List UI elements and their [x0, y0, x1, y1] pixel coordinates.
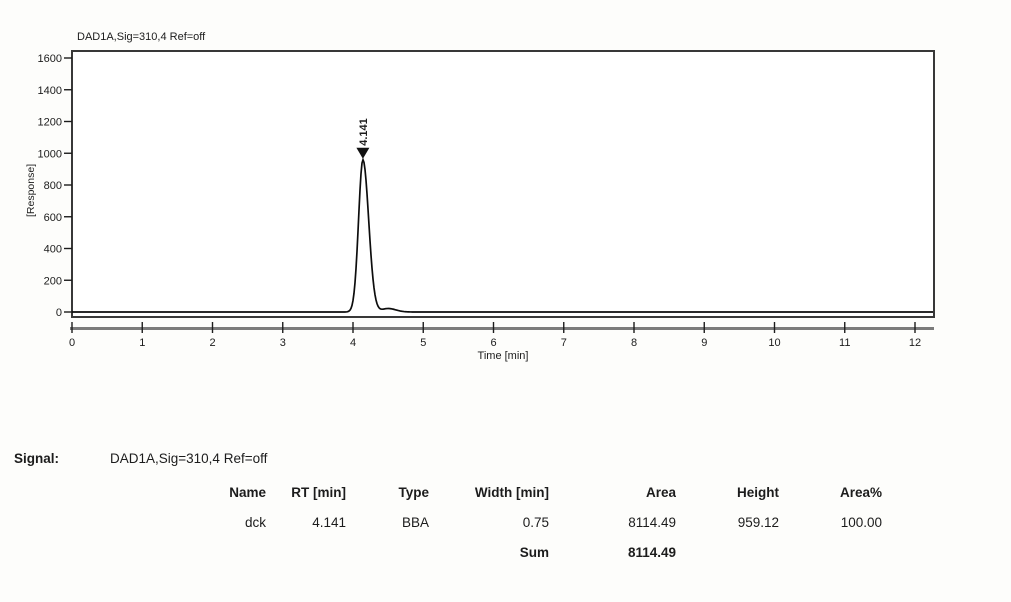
x-tick-label: 12 [909, 337, 921, 349]
cell-area: 8114.49 [628, 514, 676, 530]
signal-value: DAD1A,Sig=310,4 Ref=off [110, 451, 268, 466]
x-tick-label: 6 [490, 337, 496, 349]
col-header-type: Type [398, 484, 429, 500]
cell-rt: 4.141 [312, 514, 346, 530]
x-tick-label: 0 [69, 337, 75, 349]
y-tick-label: 200 [44, 275, 62, 287]
peak-table: Name RT [min] Type Width [min] Area Height Are… [180, 477, 882, 567]
y-tick-label: 1200 [38, 117, 62, 129]
signal-trace [72, 157, 933, 313]
peak-table-row: dck 4.141 BBA 0.75 8114.49 959.12 100.00 [180, 507, 882, 537]
sum-empty [266, 537, 346, 567]
peak-rt-label: 4.141 [358, 118, 370, 146]
y-axis-title: [Response] [25, 164, 37, 217]
sum-label: Sum [519, 544, 549, 560]
cell-type: BBA [401, 514, 429, 530]
sum-empty [180, 537, 266, 567]
y-tick-label: 400 [44, 244, 62, 256]
x-tick-label: 7 [561, 337, 567, 349]
col-header-area: Area% [839, 484, 882, 500]
peak-annotations: 4.141 [356, 118, 370, 159]
x-tick-label: 10 [768, 337, 780, 349]
y-tick-label: 800 [44, 180, 62, 192]
y-tick-label: 1400 [38, 85, 62, 97]
sum-empty [779, 537, 882, 567]
results-section: Signal: DAD1A,Sig=310,4 Ref=off Name RT [m… [0, 450, 1011, 567]
col-header-height: Height [737, 484, 779, 500]
chromatogram-chart: DAD1A,Sig=310,4 Ref=off 0200400600800100… [25, 31, 935, 362]
x-tick-label: 5 [420, 337, 426, 349]
signal-row: Signal: DAD1A,Sig=310,4 Ref=off [14, 450, 1011, 467]
x-tick-label: 2 [209, 337, 215, 349]
sum-row: Sum 8114.49 [180, 537, 882, 567]
signal-label: Signal: [14, 451, 60, 466]
chart-title: DAD1A,Sig=310,4 Ref=off [77, 31, 206, 43]
cell-area-pct: 100.00 [840, 514, 882, 530]
x-tick-label: 4 [350, 337, 356, 349]
cell-height: 959.12 [737, 514, 779, 530]
x-tick-label: 3 [280, 337, 286, 349]
x-tick-label: 8 [631, 337, 637, 349]
y-axis: 0 200 400 600 800 1000 1200 1400 1600 [38, 53, 72, 319]
peak-table-header-row: Name RT [min] Type Width [min] Area Height Are… [180, 477, 882, 507]
cell-width: 0.75 [522, 514, 549, 530]
sum-empty [676, 537, 779, 567]
x-axis-title: Time [min] [478, 350, 529, 362]
plot-area [71, 50, 935, 318]
x-axis: 0 1 2 3 4 5 6 7 8 9 10 11 12 [69, 322, 921, 349]
y-tick-label: 1000 [38, 148, 62, 160]
col-header-area: Area [645, 484, 676, 500]
peak-apex-marker [356, 147, 370, 159]
col-header-width-min: Width [min] [474, 484, 549, 500]
col-header-name: Name [229, 484, 266, 500]
sum-empty [346, 537, 429, 567]
y-tick-label: 600 [44, 212, 62, 224]
x-tick-label: 9 [701, 337, 707, 349]
y-tick-label: 0 [56, 307, 62, 319]
y-tick-label: 1600 [38, 53, 62, 65]
x-tick-label: 11 [839, 337, 850, 349]
cell-name: dck [244, 514, 266, 530]
sum-area: 8114.49 [627, 544, 676, 560]
x-tick-label: 1 [139, 337, 145, 349]
col-header-rt-min: RT [min] [291, 484, 346, 500]
